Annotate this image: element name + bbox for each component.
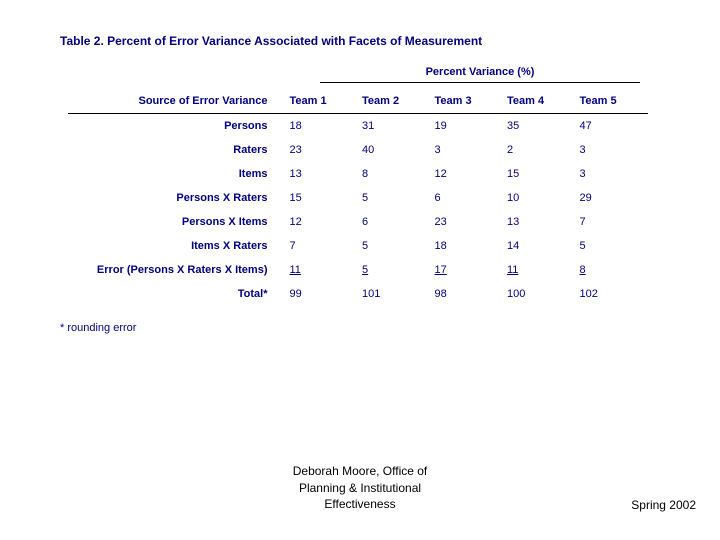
- cell-value: 101: [358, 282, 431, 306]
- row-header-label: Source of Error Variance: [68, 89, 286, 114]
- footer-center: Deborah Moore, Office of Planning & Inst…: [0, 463, 720, 512]
- cell-value: 99: [286, 282, 359, 306]
- row-label: Persons X Items: [68, 210, 286, 234]
- cell-value: 23: [286, 138, 359, 162]
- cell-value: 13: [503, 210, 576, 234]
- cell-value: 12: [431, 162, 504, 186]
- cell-value: 23: [431, 210, 504, 234]
- footer-right: Spring 2002: [631, 498, 696, 512]
- table-row: Persons X Items12623137: [68, 210, 648, 234]
- table-title: Table 2. Percent of Error Variance Assoc…: [60, 34, 660, 48]
- col-head-4: Team 4: [503, 89, 576, 114]
- table-row: Persons1831193547: [68, 114, 648, 139]
- cell-value: 5: [358, 258, 431, 282]
- cell-value: 7: [286, 234, 359, 258]
- cell-value: 5: [358, 186, 431, 210]
- cell-value: 17: [431, 258, 504, 282]
- cell-value: 29: [576, 186, 649, 210]
- footer-line-3: Effectiveness: [0, 496, 720, 512]
- table-footnote: * rounding error: [60, 322, 660, 334]
- footer-line-2: Planning & Institutional: [0, 480, 720, 496]
- cell-value: 13: [286, 162, 359, 186]
- row-label: Raters: [68, 138, 286, 162]
- table-row: Total*9910198100102: [68, 282, 648, 306]
- cell-value: 3: [431, 138, 504, 162]
- cell-value: 15: [503, 162, 576, 186]
- cell-value: 6: [431, 186, 504, 210]
- row-label: Persons X Raters: [68, 186, 286, 210]
- row-label: Items: [68, 162, 286, 186]
- cell-value: 14: [503, 234, 576, 258]
- row-label: Total*: [68, 282, 286, 306]
- cell-value: 8: [358, 162, 431, 186]
- cell-value: 19: [431, 114, 504, 139]
- table-row: Persons X Raters15561029: [68, 186, 648, 210]
- cell-value: 98: [431, 282, 504, 306]
- cell-value: 40: [358, 138, 431, 162]
- table-row: Items X Raters7518145: [68, 234, 648, 258]
- row-label: Items X Raters: [68, 234, 286, 258]
- cell-value: 5: [576, 234, 649, 258]
- cell-value: 2: [503, 138, 576, 162]
- col-head-5: Team 5: [576, 89, 649, 114]
- col-head-2: Team 2: [358, 89, 431, 114]
- cell-value: 12: [286, 210, 359, 234]
- cell-value: 11: [286, 258, 359, 282]
- slide-content: Table 2. Percent of Error Variance Assoc…: [0, 0, 720, 334]
- cell-value: 3: [576, 138, 649, 162]
- table-body: Persons1831193547Raters2340323Items13812…: [68, 114, 648, 307]
- cell-value: 102: [576, 282, 649, 306]
- cell-value: 31: [358, 114, 431, 139]
- cell-value: 8: [576, 258, 649, 282]
- col-head-1: Team 1: [286, 89, 359, 114]
- cell-value: 100: [503, 282, 576, 306]
- table-row: Raters2340323: [68, 138, 648, 162]
- cell-value: 6: [358, 210, 431, 234]
- row-label: Persons: [68, 114, 286, 139]
- variance-table: Source of Error Variance Team 1 Team 2 T…: [68, 89, 648, 306]
- cell-value: 10: [503, 186, 576, 210]
- table-row: Error (Persons X Raters X Items)11517118: [68, 258, 648, 282]
- cell-value: 18: [431, 234, 504, 258]
- cell-value: 18: [286, 114, 359, 139]
- footer-line-1: Deborah Moore, Office of: [0, 463, 720, 479]
- table-super-header: Percent Variance (%): [320, 66, 640, 83]
- table-row: Items13812153: [68, 162, 648, 186]
- cell-value: 5: [358, 234, 431, 258]
- col-head-3: Team 3: [431, 89, 504, 114]
- cell-value: 15: [286, 186, 359, 210]
- cell-value: 7: [576, 210, 649, 234]
- cell-value: 11: [503, 258, 576, 282]
- table-header-row: Source of Error Variance Team 1 Team 2 T…: [68, 89, 648, 114]
- cell-value: 35: [503, 114, 576, 139]
- cell-value: 47: [576, 114, 649, 139]
- row-label: Error (Persons X Raters X Items): [68, 258, 286, 282]
- cell-value: 3: [576, 162, 649, 186]
